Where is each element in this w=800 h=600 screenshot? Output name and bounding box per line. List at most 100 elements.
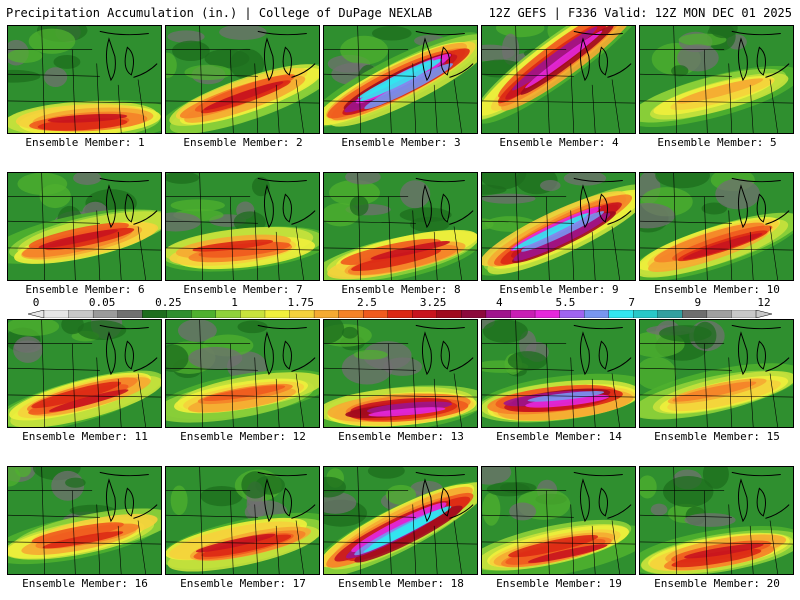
state-boundary [275,525,280,574]
state-boundary [166,220,258,224]
state-boundary [728,210,733,280]
state-boundary [117,378,122,427]
state-boundary [8,541,161,545]
colorbar-segment [657,310,683,318]
great-lakes-outline [257,177,316,229]
great-lakes-outline [573,30,632,82]
precip-band [31,381,122,409]
state-boundary [117,525,122,574]
precip-blob [507,351,548,371]
state-boundary [482,367,574,371]
precip-blob [200,485,243,507]
precip-blob [715,178,761,210]
great-lakes-outline [731,30,790,82]
great-lakes-outline [99,30,158,82]
state-boundary [433,84,438,133]
precip-blob [184,64,232,81]
precip-band [525,394,610,408]
ensemble-member-map [165,25,320,134]
state-boundary [611,520,620,574]
colorbar-segment [264,310,290,318]
state-boundary [545,343,550,427]
colorbar-segment [559,310,585,318]
state-boundary [640,100,793,104]
precip-blob [399,180,431,209]
state-boundary [137,520,146,574]
state-boundary [453,373,462,427]
state-boundary [8,73,100,77]
precip-blob [61,320,84,335]
colorbar-segment [510,310,536,318]
state-boundary [703,343,708,427]
state-boundary [387,49,392,133]
state-boundary [591,378,596,427]
precip-band [368,407,446,417]
state-boundary [166,394,319,398]
ensemble-member-label: Ensemble Member: 12 [180,430,306,443]
ensemble-member-label: Ensemble Member: 6 [25,283,145,296]
precip-blob [13,336,43,363]
precip-blob [8,69,41,83]
state-boundary [703,196,708,280]
precip-blob [65,477,86,488]
state-boundary [71,490,76,574]
precip-blob [324,491,357,514]
state-boundary [433,525,438,574]
state-boundary [591,231,596,280]
ensemble-member-label: Ensemble Member: 1 [25,136,145,149]
run-valid-time: 12Z GEFS | F336 Valid: 12Z MON DEC 01 20… [488,6,792,20]
state-boundary [324,394,477,398]
precip-blob [385,484,417,505]
precip-band [201,534,292,557]
state-boundary [357,467,362,574]
colorbar-segment [608,310,634,318]
state-boundary [8,100,161,104]
ensemble-member-map [639,466,794,575]
state-boundary [412,210,417,280]
state-boundary [8,247,161,251]
precip-blob [177,320,217,342]
ensemble-member-map [323,25,478,134]
precip-blob [8,467,21,487]
precip-blob [28,28,76,54]
colorbar-segment [68,310,94,318]
precip-blob [241,471,270,499]
precip-blob [383,357,423,376]
state-boundary [166,100,319,104]
ensemble-member-label: Ensemble Member: 18 [338,577,464,590]
colorbar-segment [731,310,757,318]
colorbar-tick-label: 0.05 [88,296,116,309]
precip-blob [482,467,512,485]
state-boundary [324,100,477,104]
state-boundary [324,247,477,251]
precip-band [203,81,284,111]
precip-band [364,63,453,110]
colorbar-tick-label: 4 [495,296,503,309]
state-boundary [71,196,76,280]
state-boundary [749,84,754,133]
precip-blob [671,65,689,77]
state-boundary [611,79,620,133]
precip-blob [678,33,727,47]
great-lakes-outline [415,324,474,376]
precip-blob [188,346,243,370]
colorbar-tick-label: 9 [694,296,702,309]
precip-blob [353,349,388,360]
precip-blob [39,184,71,209]
precip-blob [237,320,268,334]
precip-band [47,113,128,123]
state-boundary [769,373,778,427]
state-boundary [482,100,635,104]
state-boundary [166,367,258,371]
ensemble-member-map [7,466,162,575]
colorbar-segment [412,310,438,318]
state-boundary [545,49,550,133]
state-boundary [412,504,417,574]
state-boundary [275,231,280,280]
state-boundary [166,541,319,545]
ensemble-member-map [7,319,162,428]
ensemble-member-label: Ensemble Member: 2 [183,136,303,149]
colorbar-segment [142,310,168,318]
state-boundary [611,226,620,280]
state-boundary [275,84,280,133]
